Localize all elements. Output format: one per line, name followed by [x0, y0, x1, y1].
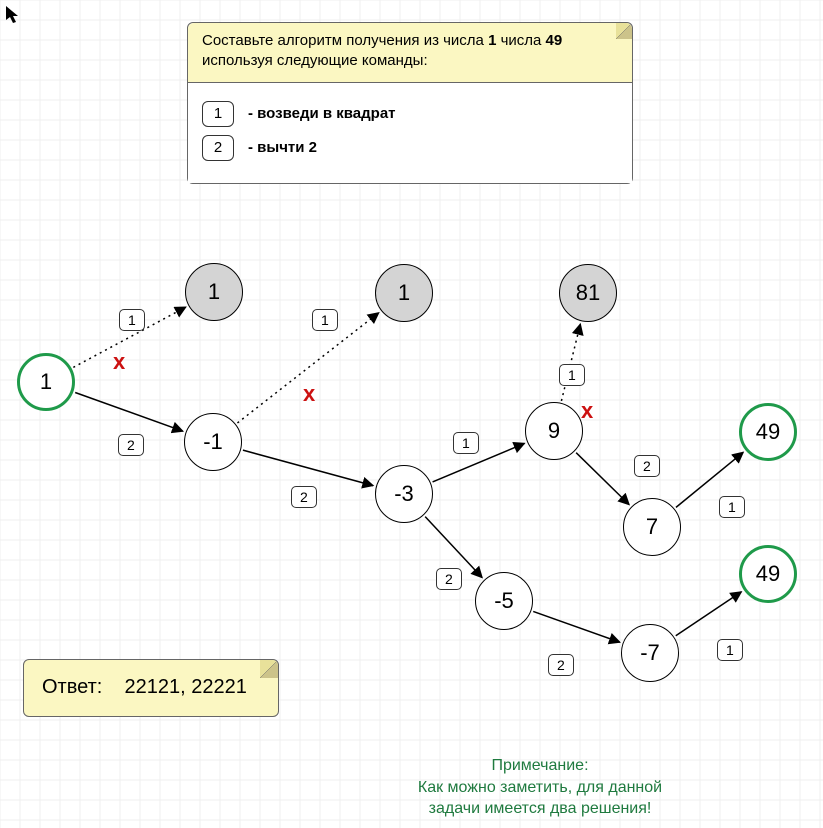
- edge-label: 2: [291, 486, 317, 508]
- edge-n_9-n_d81: [561, 324, 580, 401]
- edge-n_start-n_m1: [75, 392, 183, 431]
- node-n_7: 7: [623, 498, 681, 556]
- edge-label: 2: [634, 455, 660, 477]
- node-n_m7: -7: [621, 624, 679, 682]
- answer-label: Ответ:: [42, 676, 102, 698]
- answer-box: Ответ: 22121, 22221: [23, 659, 279, 717]
- node-n_m5: -5: [475, 572, 533, 630]
- x-mark: x: [303, 381, 315, 407]
- node-n_d1: 1: [185, 263, 243, 321]
- edge-label: 1: [119, 309, 145, 331]
- edge-label: 1: [719, 496, 745, 518]
- node-n_g2: 49: [739, 545, 797, 603]
- edge-label: 2: [548, 654, 574, 676]
- node-n_m3: -3: [375, 465, 433, 523]
- edge-label: 1: [717, 639, 743, 661]
- node-n_9: 9: [525, 402, 583, 460]
- edge-n_m7-n_g2: [676, 592, 742, 636]
- node-n_d81: 81: [559, 264, 617, 322]
- edge-label: 2: [436, 568, 462, 590]
- edge-label: 2: [118, 434, 144, 456]
- dog-ear-icon: [260, 660, 278, 678]
- x-mark: x: [581, 398, 593, 424]
- x-mark: x: [113, 349, 125, 375]
- edge-label: 1: [559, 364, 585, 386]
- edge-n_9-n_7: [576, 453, 629, 505]
- node-n_m1: -1: [184, 413, 242, 471]
- node-n_d2: 1: [375, 264, 433, 322]
- edge-n_m5-n_m7: [533, 611, 620, 642]
- edge-n_m1-n_m3: [243, 450, 373, 485]
- note-text: Примечание: Как можно заметить, для данн…: [410, 755, 670, 820]
- edge-label: 1: [453, 432, 479, 454]
- node-n_start: 1: [17, 353, 75, 411]
- edge-label: 1: [312, 309, 338, 331]
- node-n_g1: 49: [739, 403, 797, 461]
- answer-value: 22121, 22221: [125, 676, 247, 698]
